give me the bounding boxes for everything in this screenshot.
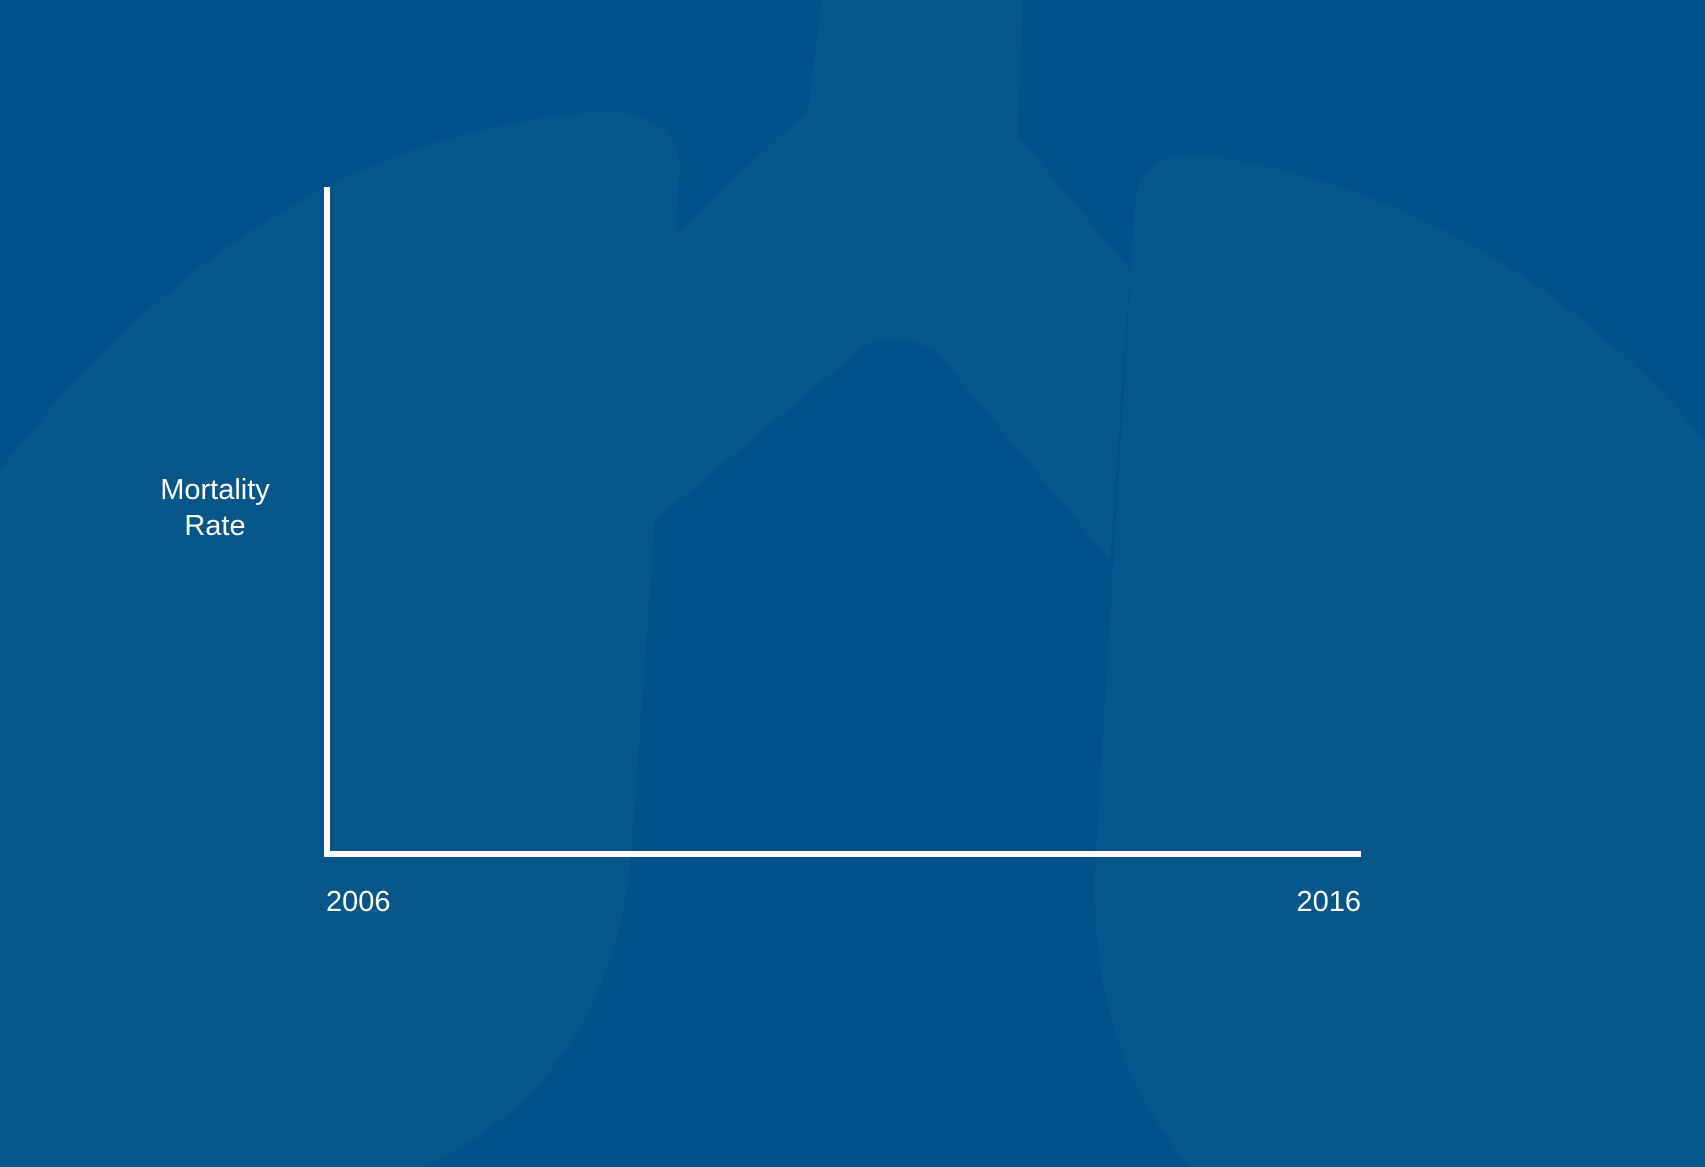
- x-tick-label-start: 2006: [326, 886, 391, 918]
- trachea-shape: [655, 0, 1130, 560]
- y-axis-label-line-2: Rate: [184, 510, 246, 542]
- x-tick-label-end: 2016: [1296, 886, 1361, 918]
- y-axis-label: Mortality Rate: [115, 472, 315, 544]
- y-axis-label-line-1: Mortality: [160, 474, 270, 506]
- right-lung-shape: [1094, 154, 1705, 1167]
- left-lung-shape: [0, 111, 680, 1167]
